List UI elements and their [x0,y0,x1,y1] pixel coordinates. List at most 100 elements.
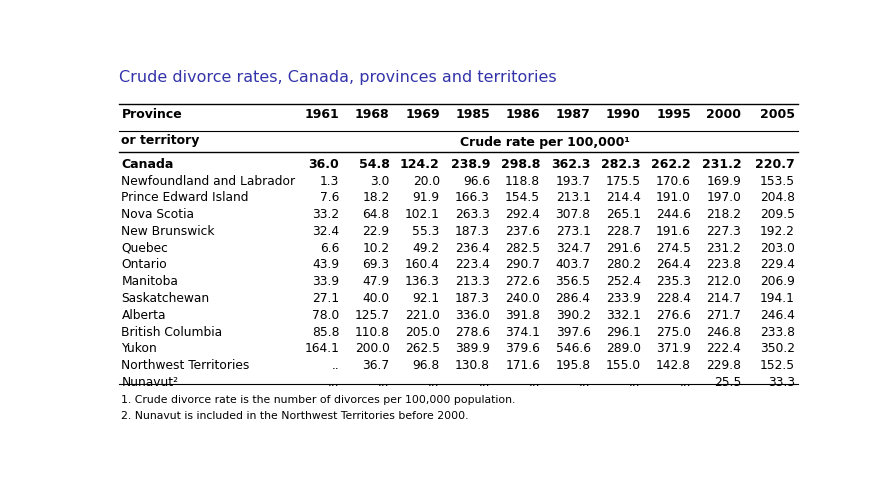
Text: 153.5: 153.5 [760,174,795,188]
Text: 55.3: 55.3 [412,225,440,238]
Text: 218.2: 218.2 [706,208,741,221]
Text: 124.2: 124.2 [400,158,440,171]
Text: 205.0: 205.0 [405,326,440,339]
Text: 229.8: 229.8 [706,359,741,372]
Text: 169.9: 169.9 [706,174,741,188]
Text: 273.1: 273.1 [556,225,591,238]
Text: 212.0: 212.0 [706,275,741,288]
Text: ...: ... [579,376,591,389]
Text: 228.7: 228.7 [606,225,641,238]
Text: 1995: 1995 [656,108,691,121]
Text: 229.4: 229.4 [760,259,795,272]
Text: 2005: 2005 [760,108,795,121]
Text: 252.4: 252.4 [606,275,641,288]
Text: 291.6: 291.6 [606,242,641,255]
Text: 154.5: 154.5 [505,192,540,205]
Text: 246.4: 246.4 [760,309,795,322]
Text: 191.6: 191.6 [656,225,691,238]
Text: 20.0: 20.0 [413,174,440,188]
Text: New Brunswick: New Brunswick [122,225,215,238]
Text: 223.4: 223.4 [455,259,490,272]
Text: 237.6: 237.6 [505,225,540,238]
Text: 278.6: 278.6 [455,326,490,339]
Text: Yukon: Yukon [122,342,157,355]
Text: 1985: 1985 [455,108,490,121]
Text: 18.2: 18.2 [362,192,390,205]
Text: 214.4: 214.4 [606,192,641,205]
Text: 264.4: 264.4 [656,259,691,272]
Text: 155.0: 155.0 [605,359,641,372]
Text: 33.2: 33.2 [312,208,340,221]
Text: 221.0: 221.0 [405,309,440,322]
Text: 10.2: 10.2 [362,242,390,255]
Text: 244.6: 244.6 [656,208,691,221]
Text: 246.8: 246.8 [706,326,741,339]
Text: 274.5: 274.5 [656,242,691,255]
Text: 32.4: 32.4 [312,225,340,238]
Text: 36.0: 36.0 [308,158,340,171]
Text: 206.9: 206.9 [760,275,795,288]
Text: ...: ... [679,376,691,389]
Text: 265.1: 265.1 [606,208,641,221]
Text: 390.2: 390.2 [556,309,591,322]
Text: 324.7: 324.7 [556,242,591,255]
Text: 1961: 1961 [305,108,340,121]
Text: 1968: 1968 [355,108,390,121]
Text: 220.7: 220.7 [755,158,795,171]
Text: Prince Edward Island: Prince Edward Island [122,192,249,205]
Text: 276.6: 276.6 [656,309,691,322]
Text: 6.6: 6.6 [320,242,340,255]
Text: 356.5: 356.5 [555,275,591,288]
Text: 3.0: 3.0 [370,174,390,188]
Text: 213.3: 213.3 [455,275,490,288]
Text: 231.2: 231.2 [706,242,741,255]
Text: 96.8: 96.8 [412,359,440,372]
Text: 296.1: 296.1 [606,326,641,339]
Text: 289.0: 289.0 [606,342,641,355]
Text: 204.8: 204.8 [760,192,795,205]
Text: 307.8: 307.8 [555,208,591,221]
Text: 262.2: 262.2 [652,158,691,171]
Text: 92.1: 92.1 [413,292,440,305]
Text: 54.8: 54.8 [358,158,390,171]
Text: Nunavut²: Nunavut² [122,376,179,389]
Text: 166.3: 166.3 [455,192,490,205]
Text: 233.9: 233.9 [606,292,641,305]
Text: 125.7: 125.7 [355,309,390,322]
Text: 2000: 2000 [706,108,741,121]
Text: 286.4: 286.4 [555,292,591,305]
Text: 209.5: 209.5 [760,208,795,221]
Text: 336.0: 336.0 [455,309,490,322]
Text: ...: ... [328,376,340,389]
Text: 374.1: 374.1 [505,326,540,339]
Text: 200.0: 200.0 [355,342,390,355]
Text: 49.2: 49.2 [413,242,440,255]
Text: 22.9: 22.9 [362,225,390,238]
Text: 222.4: 222.4 [706,342,741,355]
Text: 228.4: 228.4 [656,292,691,305]
Text: Alberta: Alberta [122,309,166,322]
Text: 7.6: 7.6 [320,192,340,205]
Text: 152.5: 152.5 [760,359,795,372]
Text: 397.6: 397.6 [556,326,591,339]
Text: 235.3: 235.3 [656,275,691,288]
Text: 203.0: 203.0 [760,242,795,255]
Text: 546.6: 546.6 [555,342,591,355]
Text: 263.3: 263.3 [455,208,490,221]
Text: 1986: 1986 [506,108,540,121]
Text: 389.9: 389.9 [455,342,490,355]
Text: 69.3: 69.3 [362,259,390,272]
Text: 136.3: 136.3 [405,275,440,288]
Text: 403.7: 403.7 [556,259,591,272]
Text: 233.8: 233.8 [760,326,795,339]
Text: or territory: or territory [122,134,200,147]
Text: 282.5: 282.5 [505,242,540,255]
Text: 350.2: 350.2 [760,342,795,355]
Text: 195.8: 195.8 [555,359,591,372]
Text: 282.3: 282.3 [602,158,641,171]
Text: 110.8: 110.8 [355,326,390,339]
Text: 187.3: 187.3 [455,292,490,305]
Text: 33.3: 33.3 [768,376,795,389]
Text: 1969: 1969 [405,108,440,121]
Text: 280.2: 280.2 [606,259,641,272]
